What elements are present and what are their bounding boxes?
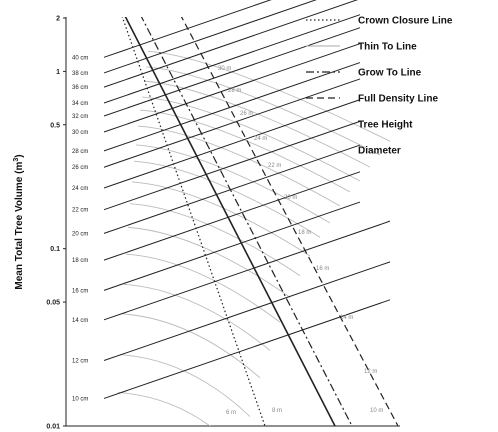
diameter-line [103,171,361,261]
y-tick-label: 0.5 [50,122,60,129]
thin-to-curve [125,253,281,323]
diameter-line [103,220,391,321]
thin-to-curve [129,203,301,277]
thin-to-curve [121,313,261,379]
thin-to-curve [117,392,211,426]
diameter-label: 40 cm [72,55,88,61]
thin-to-curve [143,80,371,168]
legend-label: Diameter [358,146,401,157]
diameter-label: 30 cm [72,130,88,136]
diameter-line [103,27,361,117]
y-tick-label: 0.05 [46,300,60,307]
diameter-label: 34 cm [72,101,88,107]
legend-label: Tree Height [358,120,413,131]
thin-to-curve [119,354,251,417]
crown-closure-line [121,17,266,426]
tree-height-label: 12 m [364,369,377,375]
diameter-line [103,201,361,291]
y-tick-label: 0.1 [50,246,60,253]
tree-height-label: 16 m [316,266,329,272]
diameter-line [103,0,272,58]
diameter-label: 12 cm [72,359,88,365]
tree-height-label: 6 m [226,410,236,416]
tree-height-label: 10 m [370,408,383,414]
thin-to-curve [147,50,391,142]
diameter-line [103,261,391,362]
diameter-label: 22 cm [72,208,88,214]
diameter-label: 26 cm [72,165,88,171]
diameter-line [103,43,361,133]
y-tick-label: 0.01 [46,424,60,431]
grow-to-line [140,17,353,426]
full-density-line [180,17,399,426]
diameter-label: 38 cm [72,71,88,77]
y-tick-label: 1 [56,69,60,76]
thin-to-curve [145,66,381,156]
diameter-line [103,0,317,74]
diameter-label: 32 cm [72,114,88,120]
diameter-line [103,62,361,152]
tree-height-label: 30 m [218,66,231,72]
tree-height-label: 26 m [240,111,253,117]
legend-label: Full Density Line [358,94,438,105]
diameter-label: 36 cm [72,85,88,91]
legend-label: Grow To Line [358,68,422,79]
legend-label: Thin To Line [358,42,417,53]
thin-to-curve [131,181,311,257]
y-axis-label: Mean Total Tree Volume (m3) [13,154,25,289]
diameter-label: 10 cm [72,396,88,402]
thin-to-curve [135,144,331,224]
y-tick-label: 2 [56,16,60,23]
tree-height-label: 24 m [254,136,267,142]
diameter-line [103,99,361,189]
tree-height-label: 22 m [268,163,281,169]
thin-to-curve [141,96,361,182]
diameter-label: 28 cm [72,149,88,155]
tree-height-label: 18 m [298,230,311,236]
diameter-line [103,0,359,88]
thin-to-curve [133,160,321,238]
diameter-line [103,144,361,234]
thin-to-curve [123,283,271,351]
legend-label: Crown Closure Line [358,16,453,27]
diameter-line [103,299,391,399]
thin-to-curve [139,109,351,193]
thin-to-line [124,17,336,426]
diameter-label: 20 cm [72,231,88,237]
diameter-label: 16 cm [72,288,88,294]
thin-to-curve [137,125,341,207]
diameter-line [103,120,361,211]
tree-height-label: 8 m [272,408,282,414]
diameter-label: 18 cm [72,258,88,264]
tree-height-label: 28 m [228,88,241,94]
diameter-label: 14 cm [72,318,88,324]
tree-height-label: 14 m [340,315,353,321]
thin-to-curve [127,226,291,298]
diameter-line [103,78,361,168]
tree-height-label: 20 m [284,195,297,201]
diameter-label: 24 cm [72,186,88,192]
